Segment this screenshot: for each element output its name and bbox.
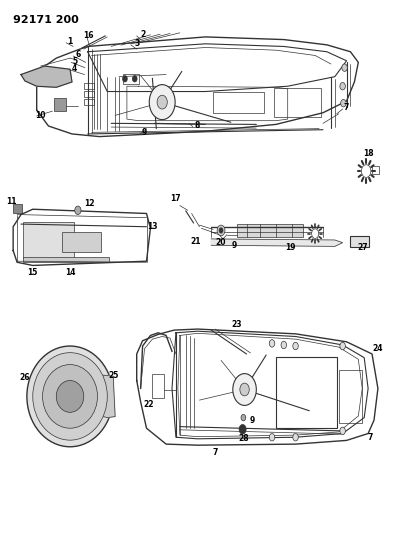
Circle shape <box>269 433 275 441</box>
Text: 92171 200: 92171 200 <box>13 14 79 25</box>
Circle shape <box>293 342 298 350</box>
Text: 7: 7 <box>367 433 373 442</box>
Text: 26: 26 <box>20 373 30 382</box>
Circle shape <box>157 95 167 109</box>
Bar <box>274 88 321 117</box>
Bar <box>123 74 139 84</box>
Bar <box>84 91 94 98</box>
Text: 10: 10 <box>36 111 46 120</box>
Bar <box>339 370 362 423</box>
Text: 21: 21 <box>190 237 201 246</box>
Bar <box>372 166 379 174</box>
Circle shape <box>340 100 346 107</box>
Ellipse shape <box>33 353 107 440</box>
Circle shape <box>312 229 319 238</box>
Text: 17: 17 <box>171 194 181 203</box>
Text: 7: 7 <box>344 103 349 112</box>
Text: 5: 5 <box>73 57 78 66</box>
Bar <box>276 357 337 428</box>
Text: 6: 6 <box>75 50 81 59</box>
Text: 12: 12 <box>85 199 95 208</box>
Bar <box>55 98 66 111</box>
Text: 25: 25 <box>108 370 118 379</box>
Bar <box>62 232 102 252</box>
Text: 13: 13 <box>147 222 158 231</box>
Circle shape <box>293 433 298 441</box>
Bar <box>23 222 74 258</box>
Text: 4: 4 <box>71 64 77 73</box>
Text: 16: 16 <box>83 31 94 41</box>
Circle shape <box>61 385 79 408</box>
Text: 23: 23 <box>231 320 242 329</box>
Bar <box>152 374 164 398</box>
Text: 7: 7 <box>213 448 218 457</box>
Text: 22: 22 <box>143 400 154 409</box>
Text: 18: 18 <box>363 149 373 158</box>
Circle shape <box>361 165 371 177</box>
Text: 11: 11 <box>6 197 17 206</box>
Polygon shape <box>103 375 115 418</box>
Bar <box>84 83 94 90</box>
Text: 8: 8 <box>195 121 200 130</box>
Bar <box>13 204 22 214</box>
Circle shape <box>340 342 345 350</box>
Ellipse shape <box>56 381 84 413</box>
Polygon shape <box>21 66 72 87</box>
Text: 2: 2 <box>140 30 145 39</box>
Text: 1: 1 <box>68 37 73 46</box>
Ellipse shape <box>27 346 113 447</box>
Ellipse shape <box>43 365 98 428</box>
Bar <box>84 99 94 106</box>
Bar <box>213 92 264 113</box>
Text: 20: 20 <box>215 238 226 247</box>
Circle shape <box>132 76 137 82</box>
Polygon shape <box>211 239 342 246</box>
Circle shape <box>217 225 225 236</box>
Circle shape <box>239 424 246 434</box>
Circle shape <box>240 383 249 396</box>
Text: 19: 19 <box>286 244 296 253</box>
Circle shape <box>75 206 81 215</box>
Text: 9: 9 <box>231 241 237 250</box>
Circle shape <box>281 341 286 349</box>
Bar <box>23 257 109 262</box>
Text: 24: 24 <box>372 344 383 353</box>
Text: 14: 14 <box>65 268 75 277</box>
Text: 9: 9 <box>250 416 255 425</box>
Text: 28: 28 <box>238 434 249 443</box>
Circle shape <box>219 228 223 233</box>
Circle shape <box>122 76 127 82</box>
Circle shape <box>340 83 345 90</box>
Circle shape <box>269 340 275 347</box>
Bar <box>237 223 303 237</box>
Text: 27: 27 <box>357 244 367 253</box>
Circle shape <box>233 374 256 406</box>
Circle shape <box>340 427 345 434</box>
Text: 9: 9 <box>142 128 147 138</box>
Bar <box>350 236 369 247</box>
Text: 3: 3 <box>134 39 139 49</box>
Text: 15: 15 <box>28 268 38 277</box>
Circle shape <box>241 415 246 421</box>
Circle shape <box>149 85 175 119</box>
Circle shape <box>342 64 347 71</box>
